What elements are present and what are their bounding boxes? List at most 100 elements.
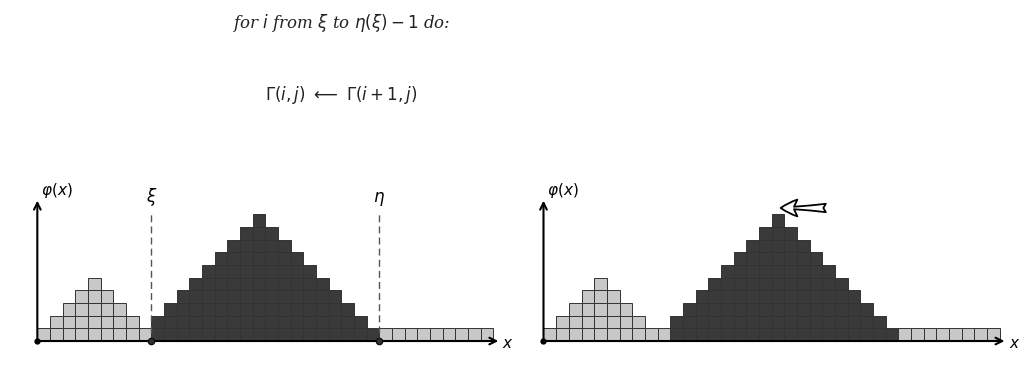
Bar <box>709 303 721 316</box>
Bar <box>202 303 215 316</box>
Bar <box>822 303 835 316</box>
Bar <box>88 290 100 303</box>
Bar <box>759 303 772 316</box>
Bar <box>721 316 733 328</box>
Bar <box>63 328 75 341</box>
Bar <box>759 278 772 290</box>
Bar <box>100 290 114 303</box>
Bar <box>606 290 620 303</box>
Bar <box>796 303 810 316</box>
Bar <box>227 252 240 265</box>
Text: for $i$ from $\xi$ to $\eta(\xi) - 1$ do:: for $i$ from $\xi$ to $\eta(\xi) - 1$ do… <box>231 12 450 33</box>
Bar <box>772 252 784 265</box>
Bar <box>265 240 278 252</box>
Bar <box>911 328 924 341</box>
Bar <box>658 328 670 341</box>
Bar <box>594 303 606 316</box>
Bar <box>620 328 632 341</box>
Bar <box>784 278 796 290</box>
Bar <box>582 303 594 316</box>
Bar <box>328 303 342 316</box>
Bar <box>784 290 796 303</box>
Bar <box>304 303 316 316</box>
Bar <box>796 265 810 278</box>
Bar <box>316 303 328 316</box>
Bar <box>304 316 316 328</box>
Bar <box>582 290 594 303</box>
Bar <box>709 290 721 303</box>
Bar <box>114 328 126 341</box>
Bar <box>304 278 316 290</box>
Bar <box>265 252 278 265</box>
Bar <box>556 316 569 328</box>
Bar <box>215 252 227 265</box>
Bar <box>835 316 848 328</box>
Bar <box>316 278 328 290</box>
Bar <box>240 278 253 290</box>
Bar <box>328 290 342 303</box>
Bar <box>202 290 215 303</box>
Bar <box>772 227 784 240</box>
Bar <box>240 227 253 240</box>
Bar <box>759 252 772 265</box>
Bar <box>278 278 290 290</box>
Bar <box>784 303 796 316</box>
Bar <box>227 316 240 328</box>
Bar <box>253 227 265 240</box>
Bar <box>100 316 114 328</box>
Bar <box>240 316 253 328</box>
Bar <box>772 290 784 303</box>
Bar <box>253 328 265 341</box>
Bar <box>810 316 822 328</box>
Bar <box>683 316 695 328</box>
Bar <box>885 328 899 341</box>
Bar <box>50 316 63 328</box>
Bar <box>759 316 772 328</box>
Bar <box>772 303 784 316</box>
Bar <box>606 303 620 316</box>
Bar <box>709 316 721 328</box>
Text: $\Gamma(i,j)\ \longleftarrow\ \Gamma(i+1,j)$: $\Gamma(i,j)\ \longleftarrow\ \Gamma(i+1… <box>264 84 417 106</box>
Bar <box>393 328 405 341</box>
Bar <box>278 328 290 341</box>
Bar <box>796 240 810 252</box>
Bar <box>215 328 227 341</box>
Bar <box>227 290 240 303</box>
Bar <box>290 290 304 303</box>
Bar <box>443 328 456 341</box>
Bar <box>835 290 848 303</box>
Bar <box>468 328 480 341</box>
Bar <box>215 278 227 290</box>
Bar <box>733 328 746 341</box>
Bar <box>253 252 265 265</box>
Text: $\xi$: $\xi$ <box>146 186 157 208</box>
Bar <box>721 290 733 303</box>
Bar <box>215 290 227 303</box>
Bar <box>582 328 594 341</box>
Bar <box>265 316 278 328</box>
Bar <box>126 316 138 328</box>
Bar <box>759 227 772 240</box>
Bar <box>37 328 50 341</box>
Bar <box>405 328 417 341</box>
Bar <box>177 303 189 316</box>
Text: $x$: $x$ <box>502 336 513 351</box>
Bar <box>177 290 189 303</box>
Bar <box>265 265 278 278</box>
Bar <box>810 265 822 278</box>
Bar <box>746 290 759 303</box>
Bar <box>860 328 873 341</box>
Bar <box>772 265 784 278</box>
Bar <box>290 328 304 341</box>
Bar <box>733 265 746 278</box>
Bar <box>240 265 253 278</box>
Bar <box>265 278 278 290</box>
Bar <box>873 316 885 328</box>
Bar <box>848 328 860 341</box>
Bar <box>290 252 304 265</box>
Bar <box>290 278 304 290</box>
Bar <box>354 328 367 341</box>
Bar <box>620 303 632 316</box>
Bar <box>253 290 265 303</box>
Bar <box>848 303 860 316</box>
